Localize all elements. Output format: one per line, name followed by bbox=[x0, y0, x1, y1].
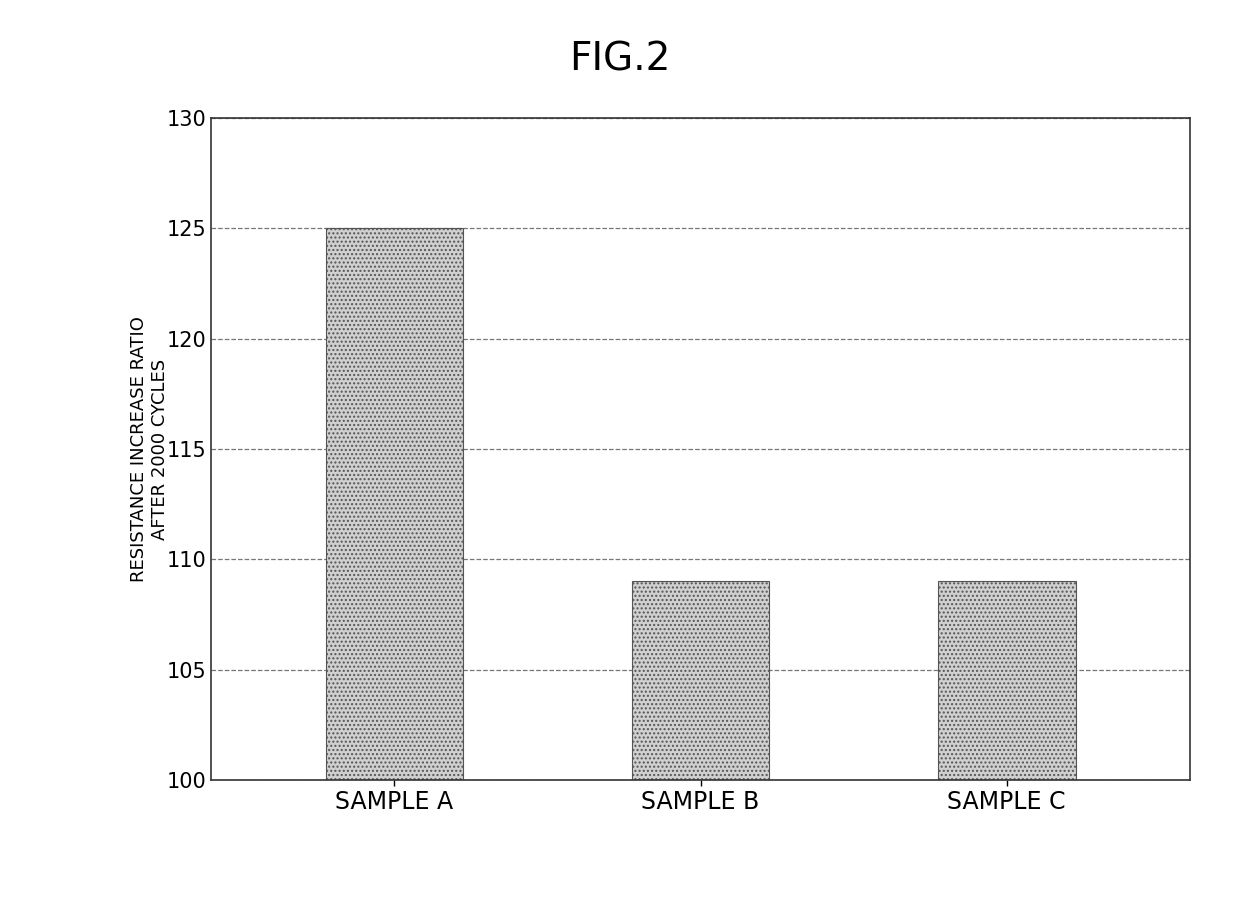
Bar bbox=[631, 581, 770, 780]
Bar bbox=[326, 229, 464, 780]
Text: FIG.2: FIG.2 bbox=[569, 41, 671, 79]
Bar bbox=[937, 581, 1075, 780]
Y-axis label: RESISTANCE INCREASE RATIO
AFTER 2000 CYCLES: RESISTANCE INCREASE RATIO AFTER 2000 CYC… bbox=[130, 316, 169, 582]
